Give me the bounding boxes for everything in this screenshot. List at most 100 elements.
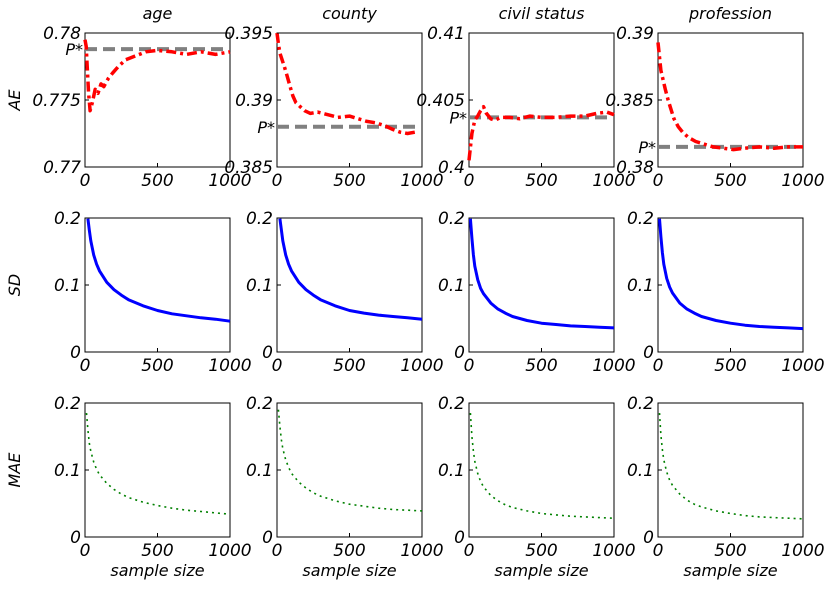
series-line — [469, 413, 615, 519]
x-tick-label: 0 — [272, 356, 283, 376]
series-line — [86, 218, 231, 323]
y-tick-label: 0 — [454, 528, 465, 548]
y-tick-label: 0.39 — [616, 24, 654, 44]
subplot-1: P* 0.385 0.39 0.395 0 500 1000 county — [224, 4, 443, 191]
y-tick-label: 0.1 — [246, 461, 273, 481]
x-tick-label: 0 — [80, 171, 91, 191]
x-axis-label: sample size — [302, 561, 396, 580]
subplot-5: 0 0.1 0.2 0 500 1000 — [246, 209, 444, 376]
series-line — [658, 218, 804, 331]
x-tick-label: 1000 — [400, 541, 443, 561]
subplot-6: 0 0.1 0.2 0 500 1000 — [438, 209, 636, 376]
subplot-4: 0 0.1 0.2 0 500 1000 SD — [5, 209, 252, 376]
y-tick-label: 0.775 — [32, 91, 81, 111]
x-tick-label: 500 — [141, 541, 173, 561]
x-tick-label: 0 — [653, 171, 664, 191]
subplot-3: P*0.38 0.385 0.39 0 500 1000 profession — [605, 4, 824, 191]
y-tick-label: 0 — [454, 343, 465, 363]
series-line — [275, 32, 416, 136]
x-tick-label: 0 — [464, 541, 475, 561]
plot-frame — [84, 217, 231, 353]
x-axis-label: sample size — [110, 561, 204, 580]
y-tick-label: 0.395 — [224, 24, 273, 44]
x-tick-label: 1000 — [208, 356, 251, 376]
y-tick-label: 0.1 — [627, 276, 654, 296]
plot-frame — [468, 32, 615, 168]
y-tick-label: 0.405 — [416, 91, 465, 111]
y-tick-label: 0.1 — [438, 276, 465, 296]
y-tick-label: 0 — [70, 528, 81, 548]
y-tick-label: 0.78 — [43, 24, 81, 44]
y-tick-label: 0.2 — [246, 394, 273, 414]
plot-frame — [657, 402, 804, 538]
plot-frame — [276, 402, 423, 538]
y-tick-label: 0.1 — [54, 461, 81, 481]
y-tick-label: 0.2 — [54, 394, 81, 414]
reference-label: P* — [638, 138, 656, 157]
y-tick-label: 0.77 — [43, 158, 81, 178]
x-tick-label: 0 — [272, 171, 283, 191]
reference-label: P* — [449, 108, 467, 127]
x-tick-label: 1000 — [592, 356, 635, 376]
y-tick-label: 0.39 — [235, 91, 273, 111]
y-tick-label: 0.385 — [224, 158, 273, 178]
x-tick-label: 1000 — [208, 541, 251, 561]
series-line — [467, 104, 615, 161]
x-tick-label: 500 — [333, 356, 365, 376]
plot-frame — [276, 217, 423, 353]
subplot-7: 0 0.1 0.2 0 500 1000 — [627, 209, 825, 376]
x-tick-label: 1000 — [781, 356, 824, 376]
y-axis-label: SD — [5, 274, 24, 296]
subplot-title: civil status — [499, 4, 585, 23]
y-tick-label: 0.385 — [605, 91, 654, 111]
reference-label: P* — [257, 118, 275, 137]
x-tick-label: 500 — [333, 171, 365, 191]
y-tick-label: 0 — [262, 528, 273, 548]
subplot-title: profession — [688, 4, 772, 23]
y-tick-label: 0 — [70, 343, 81, 363]
x-tick-label: 0 — [80, 541, 91, 561]
subplot-title: county — [322, 4, 377, 23]
y-tick-label: 0.2 — [627, 209, 654, 229]
reference-label: P* — [65, 40, 83, 59]
x-tick-label: 500 — [714, 541, 746, 561]
y-tick-label: 0 — [643, 528, 654, 548]
y-tick-label: 0 — [643, 343, 654, 363]
plot-frame — [276, 32, 423, 168]
x-tick-label: 0 — [80, 356, 91, 376]
series-line — [468, 218, 615, 330]
y-tick-label: 0.41 — [427, 24, 465, 44]
series-line — [277, 409, 423, 512]
plot-frame — [657, 217, 804, 353]
y-tick-label: 0.2 — [627, 394, 654, 414]
y-tick-label: 0.1 — [438, 461, 465, 481]
x-axis-label: sample size — [494, 561, 588, 580]
y-tick-label: 0.1 — [627, 461, 654, 481]
y-tick-label: 0.2 — [246, 209, 273, 229]
series-line — [658, 413, 804, 520]
x-tick-label: 500 — [525, 541, 557, 561]
y-axis-label: AE — [5, 89, 24, 112]
y-tick-label: 0.1 — [54, 276, 81, 296]
subplot-2: P* 0.4 0.405 0.41 0 500 1000 civil status — [416, 4, 635, 191]
x-tick-label: 0 — [272, 541, 283, 561]
x-tick-label: 1000 — [781, 541, 824, 561]
x-tick-label: 1000 — [592, 171, 635, 191]
x-tick-label: 1000 — [400, 171, 443, 191]
plot-frame — [84, 402, 231, 538]
series-line — [85, 413, 231, 515]
y-tick-label: 0.38 — [616, 158, 654, 178]
x-tick-label: 500 — [714, 171, 746, 191]
y-tick-label: 0.4 — [438, 158, 465, 178]
plot-frame — [468, 217, 615, 353]
series-line — [278, 218, 423, 321]
y-tick-label: 0.2 — [54, 209, 81, 229]
x-tick-label: 0 — [653, 356, 664, 376]
x-tick-label: 1000 — [592, 541, 635, 561]
x-tick-label: 500 — [525, 171, 557, 191]
x-tick-label: 500 — [333, 541, 365, 561]
